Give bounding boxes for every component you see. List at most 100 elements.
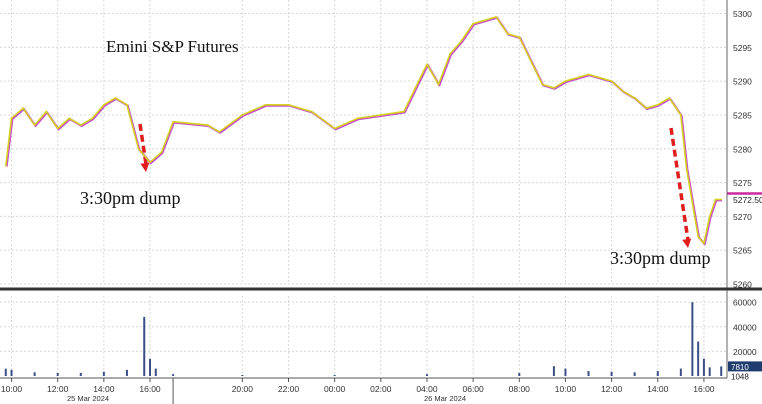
volume-bar: [172, 374, 175, 376]
y-tick-label: 5300: [733, 9, 752, 19]
price-point: [45, 110, 48, 113]
price-point: [426, 63, 428, 66]
volume-bar: [4, 368, 7, 376]
x-tick-label: 20:00: [232, 384, 254, 394]
price-point: [333, 127, 336, 130]
x-tick-label: 14:00: [93, 384, 115, 394]
price-point: [703, 242, 705, 245]
chart-title: Emini S&P Futures: [106, 37, 239, 56]
price-panel: 5272.50: [4, 16, 762, 246]
price-point: [691, 201, 694, 204]
price-point: [587, 73, 590, 76]
price-point: [206, 124, 209, 126]
price-point: [356, 117, 359, 120]
volume-bar: [697, 341, 700, 376]
price-point: [668, 97, 671, 99]
volume-bar: [679, 368, 682, 376]
price-point: [679, 114, 682, 116]
y-tick-label: 5265: [733, 246, 752, 256]
price-point: [720, 198, 723, 201]
price-line-shadow: [5, 16, 723, 246]
price-point: [4, 164, 7, 167]
x-tick-label: 04:00: [416, 384, 438, 394]
volume-bar: [552, 366, 555, 376]
x-tick-label: 12:00: [601, 384, 623, 394]
volume-bar: [125, 369, 128, 376]
price-point: [564, 80, 567, 83]
price-point: [79, 124, 82, 126]
price-point: [656, 103, 659, 106]
day-label: 26 Mar 2024: [424, 394, 466, 403]
price-point: [102, 103, 105, 106]
y-tick-label: 5275: [733, 178, 752, 188]
volume-bar: [702, 358, 705, 376]
volume-bar: [708, 367, 711, 376]
price-point: [160, 151, 163, 154]
price-point: [379, 114, 382, 116]
price-point: [495, 16, 498, 18]
price-point: [708, 215, 711, 218]
volume-bar: [633, 372, 636, 376]
price-point: [241, 114, 244, 116]
price-point: [114, 97, 117, 99]
volume-bar: [720, 366, 723, 376]
x-tick-label: 06:00: [462, 384, 484, 394]
price-point: [22, 107, 24, 110]
price-point: [149, 161, 151, 164]
price-point: [622, 90, 625, 93]
dump-arrows: [138, 123, 692, 248]
volume-bar: [691, 302, 694, 376]
volume-bar: [143, 316, 146, 376]
y-tick-label: 5270: [733, 212, 752, 222]
x-tick-label: 16:00: [139, 384, 161, 394]
volume-bar: [56, 372, 59, 376]
price-point: [518, 36, 521, 39]
annotation-dump-2: 3:30pm dump: [610, 248, 711, 268]
y-tick-label: 5295: [733, 43, 752, 53]
price-point: [287, 103, 290, 106]
volume-bar: [425, 374, 428, 376]
volume-bar: [241, 375, 244, 376]
x-tick-label: 10:00: [1, 384, 23, 394]
y-tick-label: 5280: [733, 144, 752, 154]
volume-bar: [610, 371, 613, 376]
price-point: [402, 110, 405, 113]
volume-tick-label: 20000: [733, 347, 757, 357]
volume-tick-label: 40000: [733, 322, 757, 332]
price-point: [685, 168, 688, 170]
price-point: [68, 117, 71, 120]
price-point: [218, 130, 221, 133]
price-point: [576, 76, 578, 79]
dump-arrow-shaft: [669, 127, 690, 241]
volume-bar: [656, 371, 659, 376]
price-point: [553, 87, 555, 89]
x-tick-label: 00:00: [324, 384, 346, 394]
price-point: [56, 127, 59, 130]
volume-bar: [587, 371, 590, 376]
volume-bar: [333, 375, 336, 376]
y-tick-label: 5260: [733, 280, 752, 290]
dump-arrow-head: [140, 162, 150, 172]
volume-bar: [149, 358, 152, 376]
y-tick-label: 5290: [733, 77, 752, 87]
x-tick-label: 12:00: [47, 384, 69, 394]
price-point: [33, 124, 36, 126]
volume-tick-label: 60000: [733, 298, 757, 308]
annotation-dump-1: 3:30pm dump: [80, 188, 181, 208]
price-point: [483, 19, 486, 22]
volume-bar: [102, 371, 105, 376]
price-point: [460, 39, 463, 42]
price-point: [529, 59, 532, 62]
volume-bar: [564, 368, 567, 376]
price-point: [472, 22, 475, 25]
volume-bar: [10, 369, 13, 376]
price-point: [414, 87, 417, 89]
price-point: [697, 235, 700, 238]
dump-arrow-head: [682, 238, 692, 248]
x-tick-label: 22:00: [278, 384, 300, 394]
x-tick-label: 16:00: [693, 384, 715, 394]
price-point: [137, 147, 140, 150]
